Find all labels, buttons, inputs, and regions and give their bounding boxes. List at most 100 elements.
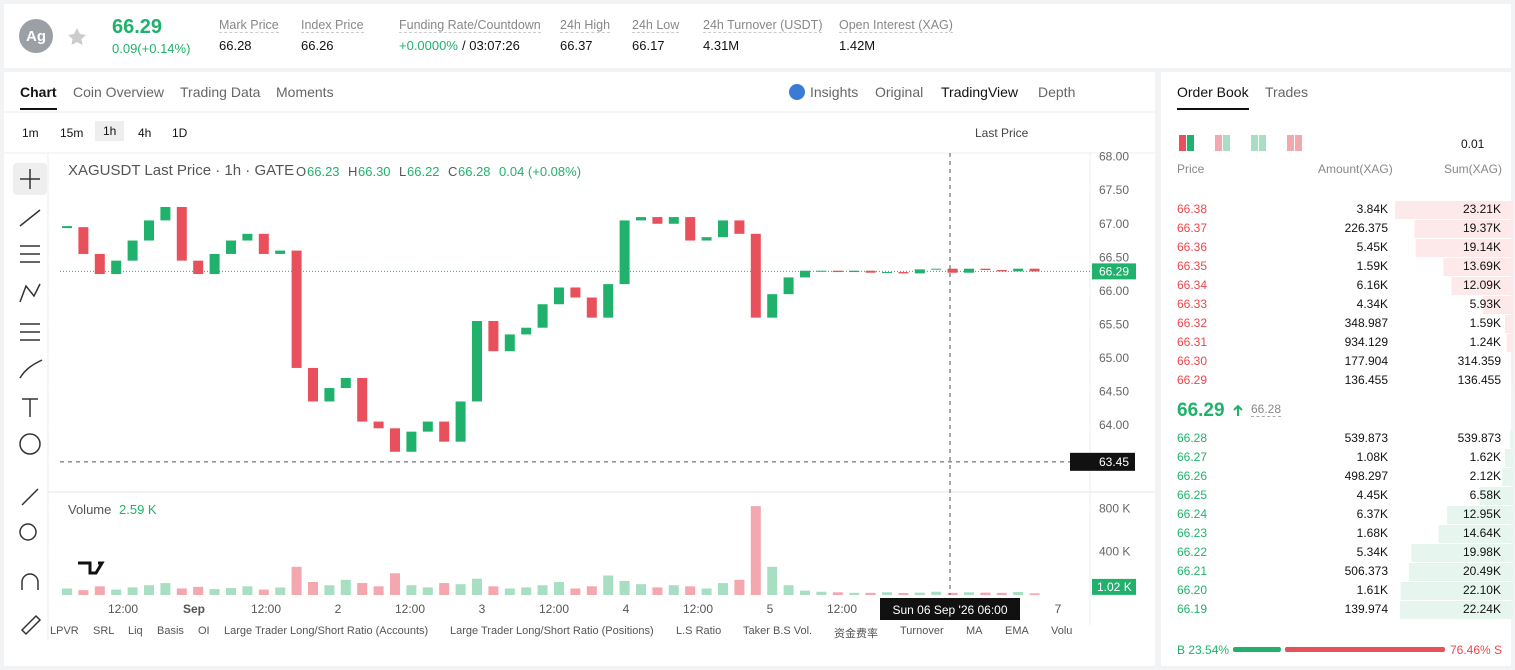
view-option[interactable]: Depth [1038,84,1076,100]
candle [619,220,630,285]
symbol-icon [19,19,53,53]
candle [570,287,581,298]
ob-step[interactable]: 0.01 [1461,137,1485,151]
volume-bar [226,587,236,595]
indicator[interactable]: Taker B.S Vol. [743,625,813,637]
volume-bar [111,589,122,595]
interval[interactable]: 1D [172,126,188,140]
volume-bar [816,591,827,595]
indicator[interactable]: L.S Ratio [676,625,722,637]
price-type[interactable]: Last Price [975,126,1029,140]
ob-price: 66.35 [1177,259,1208,273]
depth-bar [1451,277,1513,295]
indicator[interactable]: LPVR [50,625,79,637]
candle [488,321,499,352]
y-tick-label: 66.00 [1099,284,1129,298]
ob-sum: 20.49K [1462,564,1501,578]
ob-price: 66.22 [1177,545,1208,559]
interval[interactable]: 4h [138,126,152,140]
depth-bar [1512,372,1513,390]
sell-ratio: 76.46% S [1450,643,1503,657]
indicator[interactable]: SRL [93,625,115,637]
indicator[interactable]: Large Trader Long/Short Ratio (Positions… [450,625,654,637]
candle [586,297,597,318]
favorite-star[interactable] [68,28,86,45]
candle [537,304,548,328]
ohlc-value: 66.28 [458,164,491,179]
ob-price: 66.36 [1177,240,1208,254]
volume-bar [980,592,991,595]
candle [947,268,958,273]
volume-bar [996,592,1007,595]
indicator[interactable]: Liq [128,625,143,637]
ob-amount: 1.61K [1356,583,1388,597]
view-option[interactable]: TradingView [941,84,1019,100]
volume-bar [865,592,876,595]
volume-last-text: 1.02 K [1097,580,1132,594]
ob-layout-icon[interactable] [1179,135,1186,151]
ob-amount: 5.45K [1356,240,1388,254]
ob-sum: 12.95K [1462,507,1501,521]
ob-mark-price: 66.28 [1251,402,1282,417]
ob-layout-icon[interactable] [1215,135,1222,151]
indicator[interactable]: 资金费率 [834,628,878,640]
candle [160,207,171,221]
indicator[interactable]: Volu [1051,625,1073,637]
volume-bar [832,592,843,595]
ob-sum: 22.10K [1462,583,1501,597]
ob-sum: 19.37K [1462,221,1501,235]
stat-value: 4.31M [703,38,740,53]
ob-sum: 23.21K [1462,202,1501,216]
depth-bar [1447,506,1513,524]
ob-amount: 139.974 [1344,602,1388,616]
ohlc-key: H [348,164,358,179]
y-tick-label: 68.00 [1099,150,1129,164]
indicator[interactable]: MA [966,625,983,637]
interval[interactable]: 1m [22,126,39,140]
indicator[interactable]: OI [198,625,210,637]
candle [422,421,433,432]
indicator[interactable]: Basis [157,625,184,637]
ob-layout-icon[interactable] [1223,135,1230,151]
ob-tab[interactable]: Trades [1265,84,1309,100]
ob-amount: 348.987 [1344,316,1388,330]
indicator[interactable]: Turnover [900,625,944,637]
depth-bar [1443,258,1513,276]
chart-tab[interactable]: Trading Data [180,84,261,100]
drawing-tools[interactable] [13,163,47,636]
symbol: Ag [26,28,46,45]
interval[interactable]: 15m [60,126,84,140]
ob-amount: 1.08K [1356,450,1388,464]
chart-tab[interactable]: Coin Overview [73,84,165,100]
candle [1029,268,1040,272]
ob-sum: 2.12K [1469,469,1501,483]
stat-label: 24h High [560,18,611,33]
candle [701,237,712,241]
candle [209,253,220,275]
view-option[interactable]: Original [875,84,924,100]
chart-tab[interactable]: Moments [276,84,334,100]
ob-layout-icon[interactable] [1295,135,1302,151]
stat-value: 66.17 [632,38,665,53]
stat-value: 1.42M [839,38,876,53]
ob-layout-icon[interactable] [1259,135,1266,151]
indicator[interactable]: Large Trader Long/Short Ratio (Accounts) [224,625,429,637]
ob-layout-icon[interactable] [1251,135,1258,151]
ob-amount: 1.59K [1356,259,1388,273]
chart-tab[interactable]: Chart [20,84,57,110]
candle [308,367,318,402]
indicator[interactable]: EMA [1005,625,1029,637]
view-option[interactable]: Insights [810,84,859,100]
volume-bar [422,587,433,595]
ob-layout-icon[interactable] [1287,135,1294,151]
ob-layout-icon[interactable] [1187,135,1194,151]
volume-bar [718,583,728,595]
ob-amount: 506.373 [1344,564,1388,578]
x-tick-label: 12:00 [251,602,281,616]
ob-tab[interactable]: Order Book [1177,84,1249,110]
candle [554,287,564,305]
ob-amount: 539.873 [1344,431,1388,445]
interval[interactable]: 1h [95,121,125,141]
candle [258,233,269,254]
ob-price: 66.23 [1177,526,1208,540]
